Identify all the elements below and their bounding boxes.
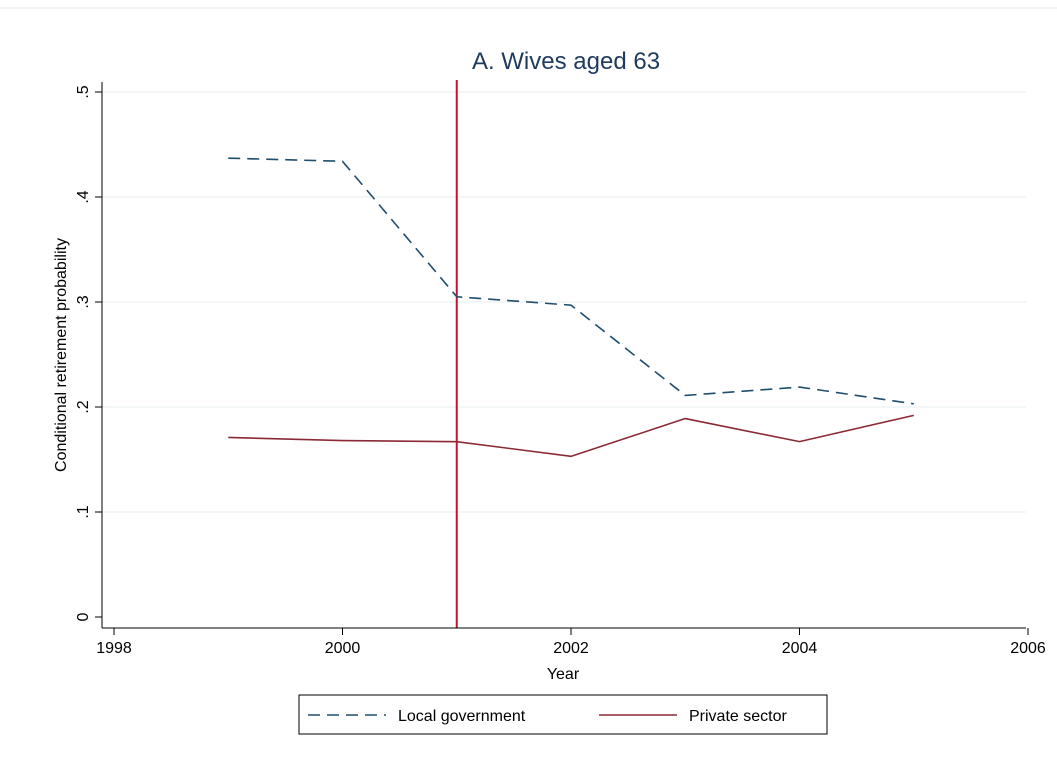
y-tick-label: .1 (75, 505, 92, 518)
series-line-1 (228, 415, 914, 456)
x-tick-label: 2002 (553, 640, 589, 657)
grid-lines (102, 92, 1026, 512)
x-tick-label: 2000 (325, 640, 361, 657)
x-tick-label: 1998 (96, 640, 132, 657)
series-line-0 (228, 158, 914, 404)
x-tick-label: 2004 (782, 640, 818, 657)
y-tick-label: .4 (75, 190, 92, 203)
chart-title: A. Wives aged 63 (472, 48, 660, 75)
series-group (228, 158, 914, 456)
y-tick-label: .2 (75, 400, 92, 413)
y-tick-label: 0 (75, 612, 92, 621)
legend-label-local-government: Local government (398, 708, 526, 725)
legend: Local government Private sector (299, 695, 827, 734)
x-tick-label: 2006 (1010, 640, 1046, 657)
axes: 0 .1 .2 .3 .4 .5 1998 2000 2002 2004 2006 (75, 82, 1046, 657)
x-axis-title: Year (547, 666, 580, 683)
legend-label-private-sector: Private sector (689, 708, 787, 725)
y-tick-label: .5 (75, 85, 92, 98)
y-axis-title: Conditional retirement probability (53, 238, 70, 472)
y-tick-label: .3 (75, 295, 92, 308)
